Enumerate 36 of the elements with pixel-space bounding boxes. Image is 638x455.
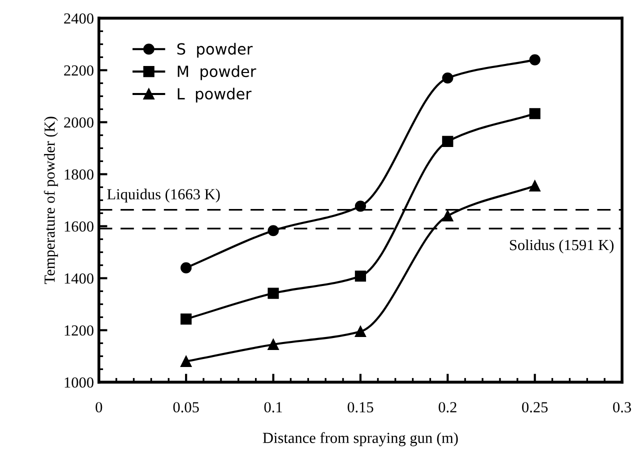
x-tick-label: 0.15 [348, 402, 374, 412]
point [442, 210, 454, 222]
point [529, 180, 540, 192]
x-tick-label: 0.1 [264, 402, 282, 412]
y-tick-label: 1200 [64, 325, 94, 336]
point [354, 270, 366, 282]
point [180, 262, 192, 274]
x-tick-label: 0 [96, 402, 102, 412]
ref-line-label: Liquidus (1663 K) [107, 188, 220, 203]
point [268, 338, 279, 350]
ref-line-label: Solidus (1591 K) [510, 239, 614, 254]
point [180, 356, 192, 367]
x-axis-title: Distance from spraying gun (m) [262, 432, 458, 446]
point [529, 54, 540, 66]
point [529, 108, 540, 120]
x-tick-label: 0.3 [613, 402, 631, 412]
y-tick-label: 1000 [64, 377, 94, 388]
legend-label: L powder [178, 88, 252, 103]
x-tick-label: 0.05 [173, 402, 199, 412]
y-axis-title: Temperature of powder (K) [44, 116, 58, 284]
y-tick-label: 1600 [64, 221, 94, 232]
point [354, 200, 366, 212]
point [442, 72, 454, 84]
y-tick-label: 1800 [64, 169, 94, 180]
point [354, 326, 366, 338]
point [180, 313, 192, 325]
point [268, 288, 279, 299]
y-tick-label: 2400 [64, 13, 94, 24]
y-tick-label: 2200 [64, 65, 94, 76]
y-tick-label: 1400 [64, 273, 94, 284]
legend-label: M powder [178, 65, 256, 80]
x-tick-label: 0.2 [438, 402, 456, 412]
x-tick-label: 0.25 [522, 402, 548, 412]
legend-label: S powder [177, 42, 253, 58]
y-tick-label: 2000 [64, 117, 94, 128]
point [442, 136, 454, 147]
